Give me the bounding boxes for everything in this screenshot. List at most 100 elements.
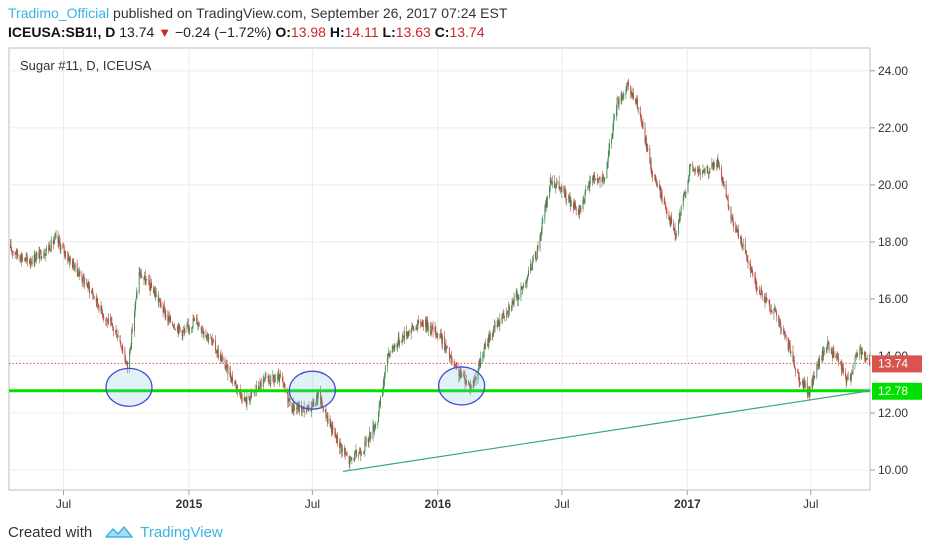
close-label: C: [434, 24, 450, 40]
candle [45, 248, 47, 262]
candle [330, 422, 332, 437]
candle [763, 293, 765, 303]
candle [49, 240, 51, 251]
candle [403, 327, 405, 344]
candle [91, 287, 93, 294]
support-badge-label: 12.78 [878, 384, 908, 398]
highlight-circle[interactable] [288, 370, 337, 410]
candle [50, 249, 52, 253]
candle [287, 389, 289, 408]
candle [182, 330, 184, 341]
candle [840, 359, 842, 377]
candle [82, 277, 84, 287]
candle [158, 296, 160, 308]
highlight-circle[interactable] [105, 367, 153, 407]
candle [54, 232, 56, 240]
candle [673, 226, 675, 234]
price-chart[interactable]: 10.0012.0014.0016.0018.0020.0022.0024.00… [0, 0, 932, 520]
candle [221, 355, 223, 363]
candle [15, 252, 17, 255]
candle [711, 157, 713, 170]
highlight-circle[interactable] [438, 366, 486, 406]
x-tick-label: 2015 [176, 497, 203, 511]
candle [555, 183, 557, 194]
candle [427, 315, 429, 331]
candle [20, 251, 22, 267]
tradingview-brand[interactable]: TradingView [140, 523, 223, 541]
candle [503, 310, 505, 318]
candle [861, 348, 863, 361]
candle [692, 167, 694, 173]
price-axis[interactable]: 10.0012.0014.0016.0018.0020.0022.0024.00… [870, 64, 922, 477]
candle [832, 347, 833, 362]
candle [575, 206, 577, 216]
candle [36, 251, 38, 260]
candle [346, 450, 348, 457]
candle [677, 219, 679, 237]
candle [540, 226, 542, 241]
author-link[interactable]: Tradimo_Official [8, 5, 110, 21]
trend-line[interactable] [342, 390, 871, 473]
price-badge: 13.74 [872, 355, 922, 373]
candle [131, 327, 133, 349]
candle [168, 310, 170, 325]
time-axis[interactable]: Jul 2015 Jul 2016 Jul 2017 Jul [56, 490, 818, 511]
candle [188, 326, 190, 335]
candle [695, 166, 696, 175]
candle [737, 224, 739, 240]
candle [74, 262, 76, 273]
candle [38, 246, 40, 259]
x-tick-label: 2016 [424, 497, 451, 511]
candle [688, 164, 690, 183]
footer: Created with TradingView [8, 520, 223, 544]
candle [248, 393, 250, 401]
candle [688, 174, 690, 184]
candle [88, 281, 90, 290]
candle [168, 312, 169, 326]
candle [207, 333, 209, 343]
candle [838, 353, 840, 367]
candle [91, 289, 92, 295]
candle [527, 274, 529, 281]
candle [173, 324, 175, 330]
candle [790, 350, 792, 357]
ohlc-line: ICEUSA:SB1!, D 13.74 ▼ −0.24 (−1.72%) O:… [8, 23, 918, 42]
candle [325, 404, 327, 422]
candle [43, 248, 45, 259]
candle [227, 364, 229, 381]
candle [730, 206, 732, 224]
candle [407, 331, 409, 340]
candle [40, 249, 42, 262]
candle [635, 97, 637, 107]
candle [202, 325, 204, 335]
candle [55, 229, 57, 239]
candle [354, 450, 356, 460]
candle [474, 376, 476, 381]
candle [463, 370, 465, 380]
candle [326, 411, 328, 428]
candle [574, 201, 576, 210]
candle [539, 232, 541, 252]
candle [707, 164, 709, 174]
candle [459, 369, 461, 381]
candle [442, 334, 444, 350]
candle [658, 180, 660, 190]
candle [683, 191, 685, 201]
candle [749, 261, 751, 271]
candle [526, 276, 528, 288]
candle [840, 360, 842, 366]
candle [561, 183, 563, 198]
candle [337, 431, 339, 447]
candle [44, 252, 46, 256]
candle [613, 113, 615, 131]
candle [241, 393, 243, 405]
candle [789, 340, 791, 355]
candle [283, 382, 285, 388]
candle [502, 308, 504, 320]
candle [493, 319, 495, 332]
candle [778, 314, 780, 328]
candle [384, 372, 386, 387]
candle [512, 300, 514, 305]
candle [732, 213, 734, 226]
candle [513, 292, 515, 307]
